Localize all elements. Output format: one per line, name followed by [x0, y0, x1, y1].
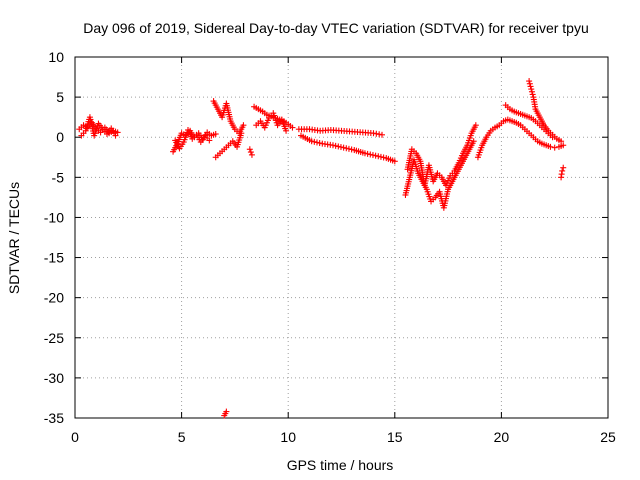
- data-point: [311, 138, 318, 145]
- data-point: [528, 86, 535, 93]
- y-tick-label: -25: [44, 330, 64, 346]
- data-point: [526, 78, 533, 85]
- data-point: [345, 145, 352, 152]
- y-tick-label: -15: [44, 250, 64, 266]
- data-point: [246, 146, 253, 153]
- data-point: [391, 158, 398, 165]
- data-point: [547, 143, 554, 150]
- data-point: [529, 91, 536, 98]
- data-point: [364, 150, 371, 157]
- data-point: [372, 152, 379, 159]
- data-point: [335, 143, 342, 150]
- data-point: [206, 137, 213, 144]
- x-tick-label: 10: [280, 429, 296, 445]
- data-point: [558, 138, 565, 145]
- x-tick-label: 5: [178, 429, 186, 445]
- data-point: [472, 122, 479, 129]
- data-point: [369, 152, 376, 159]
- data-point: [380, 154, 387, 161]
- data-point: [379, 131, 386, 138]
- x-tick-label: 0: [71, 429, 79, 445]
- data-point: [289, 124, 296, 131]
- chart-title: Day 096 of 2019, Sidereal Day-to-day VTE…: [83, 20, 589, 36]
- y-axis-label: SDTVAR / TECUs: [6, 182, 22, 294]
- data-point: [340, 144, 347, 151]
- data-point: [527, 83, 534, 90]
- data-point: [337, 144, 344, 151]
- data-point: [367, 151, 374, 158]
- data-point: [348, 146, 355, 153]
- y-tick-labels: 10 5 0 -5 -10 -15 -20 -25 -30 -35: [44, 49, 64, 426]
- data-points: [76, 78, 567, 419]
- data-point: [248, 151, 255, 158]
- y-tick-label: -5: [52, 169, 65, 185]
- data-point: [238, 130, 245, 137]
- data-point: [526, 80, 533, 87]
- x-axis-label: GPS time / hours: [287, 457, 394, 473]
- y-tick-label: -10: [44, 209, 64, 225]
- data-point: [375, 153, 382, 160]
- y-tick-label: -20: [44, 290, 64, 306]
- x-tick-labels: 0 5 10 15 20 25: [71, 429, 616, 445]
- data-point: [560, 142, 567, 149]
- axis-ticks: [74, 56, 609, 419]
- data-point: [247, 149, 254, 156]
- data-point: [329, 142, 336, 149]
- plot-frame: [74, 56, 609, 419]
- data-point: [528, 88, 535, 95]
- grid-lines: [75, 57, 608, 418]
- data-point: [560, 164, 567, 171]
- data-point: [361, 150, 368, 157]
- x-tick-label: 15: [387, 429, 403, 445]
- x-tick-label: 20: [494, 429, 510, 445]
- y-tick-label: -35: [44, 410, 64, 426]
- data-point: [316, 140, 323, 147]
- x-tick-label: 25: [600, 429, 616, 445]
- data-point: [283, 127, 290, 134]
- data-point: [212, 131, 219, 138]
- data-point: [559, 167, 566, 174]
- data-point: [112, 132, 119, 139]
- data-point: [332, 142, 339, 149]
- data-point: [240, 122, 247, 129]
- y-tick-label: -30: [44, 370, 64, 386]
- y-tick-label: 10: [48, 49, 64, 65]
- data-point: [470, 138, 477, 145]
- y-tick-label: 0: [56, 129, 64, 145]
- y-tick-label: 5: [56, 89, 64, 105]
- data-point: [308, 138, 315, 145]
- data-point: [551, 144, 558, 151]
- data-point: [343, 145, 350, 152]
- data-point: [114, 129, 121, 136]
- data-point: [223, 408, 230, 415]
- data-point: [313, 139, 320, 146]
- data-point: [377, 153, 384, 160]
